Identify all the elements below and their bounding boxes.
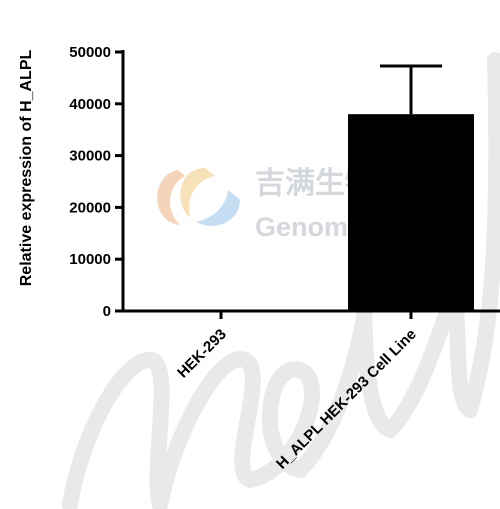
y-axis-title: Relative expression of H_ALPL	[18, 50, 35, 287]
bar	[348, 114, 474, 311]
y-tick-label: 30000	[69, 148, 111, 165]
y-tick-label: 20000	[69, 199, 111, 216]
y-tick-label: 10000	[69, 251, 111, 268]
y-tick-label: 50000	[69, 44, 111, 61]
genomeditech-logo	[157, 168, 240, 226]
error-bars	[380, 64, 442, 115]
bars	[348, 114, 474, 311]
y-ticks: 0 10000 20000 30000 40000 50000	[69, 44, 123, 320]
y-tick-label: 40000	[69, 96, 111, 113]
y-tick-label: 0	[103, 303, 111, 320]
x-tick-label: H_ALPL HEK-293 Cell Line	[273, 326, 420, 473]
